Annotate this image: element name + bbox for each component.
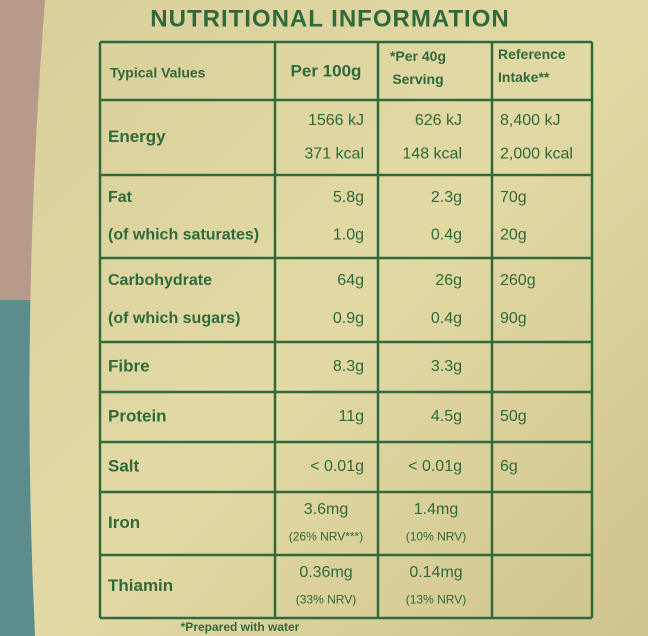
cell-ri: 8,400 kJ bbox=[500, 112, 560, 129]
footnote: *Prepared with water bbox=[181, 620, 300, 634]
cell-per40g: 0.4g bbox=[431, 226, 462, 243]
cell-per40g: 148 kcal bbox=[402, 145, 462, 162]
cell-per40g: 0.4g bbox=[431, 310, 462, 327]
header-label: Typical Values bbox=[110, 65, 206, 81]
cell-per100g: (33% NRV) bbox=[296, 592, 356, 606]
row-label: (of which sugars) bbox=[108, 310, 240, 327]
header-cell: Intake** bbox=[498, 69, 550, 85]
cell-ri: 2,000 kcal bbox=[500, 145, 573, 162]
nutrition-table: Typical Values Per 100g *Per 40g Serving Ref… bbox=[98, 40, 594, 620]
row-label: (of which saturates) bbox=[108, 226, 259, 243]
cell-per40g: 626 kJ bbox=[415, 112, 462, 129]
row-label: Thiamin bbox=[108, 576, 173, 595]
row-label: Fibre bbox=[108, 356, 150, 375]
cell-per100g: 0.9g bbox=[333, 310, 364, 327]
cell-per100g: 11g bbox=[338, 408, 364, 425]
cell-ri: 260g bbox=[500, 272, 536, 289]
cell-ri: 20g bbox=[500, 226, 527, 243]
cell-ri: 90g bbox=[500, 310, 527, 327]
cell-ri: 70g bbox=[500, 189, 527, 206]
cell-per100g: (26% NRV***) bbox=[289, 529, 363, 543]
row-label: Salt bbox=[108, 456, 140, 475]
cell-per40g: 4.5g bbox=[431, 408, 462, 425]
cell-ri: 50g bbox=[500, 408, 527, 425]
cell-per40g: 26g bbox=[435, 272, 462, 289]
cell-per40g: 2.3g bbox=[431, 189, 462, 206]
cell-per40g: 3.3g bbox=[431, 358, 462, 375]
header-cell: Reference bbox=[498, 46, 566, 62]
cell-per100g: 8.3g bbox=[333, 358, 364, 375]
cell-per40g: 1.4mg bbox=[414, 501, 458, 518]
cell-per100g: < 0.01g bbox=[310, 458, 364, 475]
cell-per100g: 1.0g bbox=[333, 226, 364, 243]
title: NUTRITIONAL INFORMATION bbox=[150, 5, 509, 32]
cell-per100g: 3.6mg bbox=[304, 501, 348, 518]
cell-per40g: 0.14mg bbox=[409, 564, 462, 581]
cell-per100g: 1566 kJ bbox=[308, 112, 364, 129]
row-label: Carbohydrate bbox=[108, 272, 212, 289]
header-cell: Per 100g bbox=[291, 61, 362, 80]
header-cell: Serving bbox=[392, 71, 443, 87]
row-label: Protein bbox=[108, 406, 167, 425]
cell-per40g: < 0.01g bbox=[408, 458, 462, 475]
cell-per40g: (10% NRV) bbox=[406, 529, 466, 543]
package bbox=[29, 0, 648, 636]
row-label: Energy bbox=[108, 127, 166, 146]
row-label: Iron bbox=[108, 513, 140, 532]
cell-per100g: 371 kcal bbox=[304, 145, 364, 162]
row-label: Fat bbox=[108, 189, 133, 206]
cell-per100g: 5.8g bbox=[333, 189, 364, 206]
cell-ri: 6g bbox=[500, 458, 518, 475]
header-cell: *Per 40g bbox=[390, 48, 446, 64]
cell-per100g: 64g bbox=[337, 272, 364, 289]
cell-per40g: (13% NRV) bbox=[406, 592, 466, 606]
cell-per100g: 0.36mg bbox=[299, 564, 352, 581]
